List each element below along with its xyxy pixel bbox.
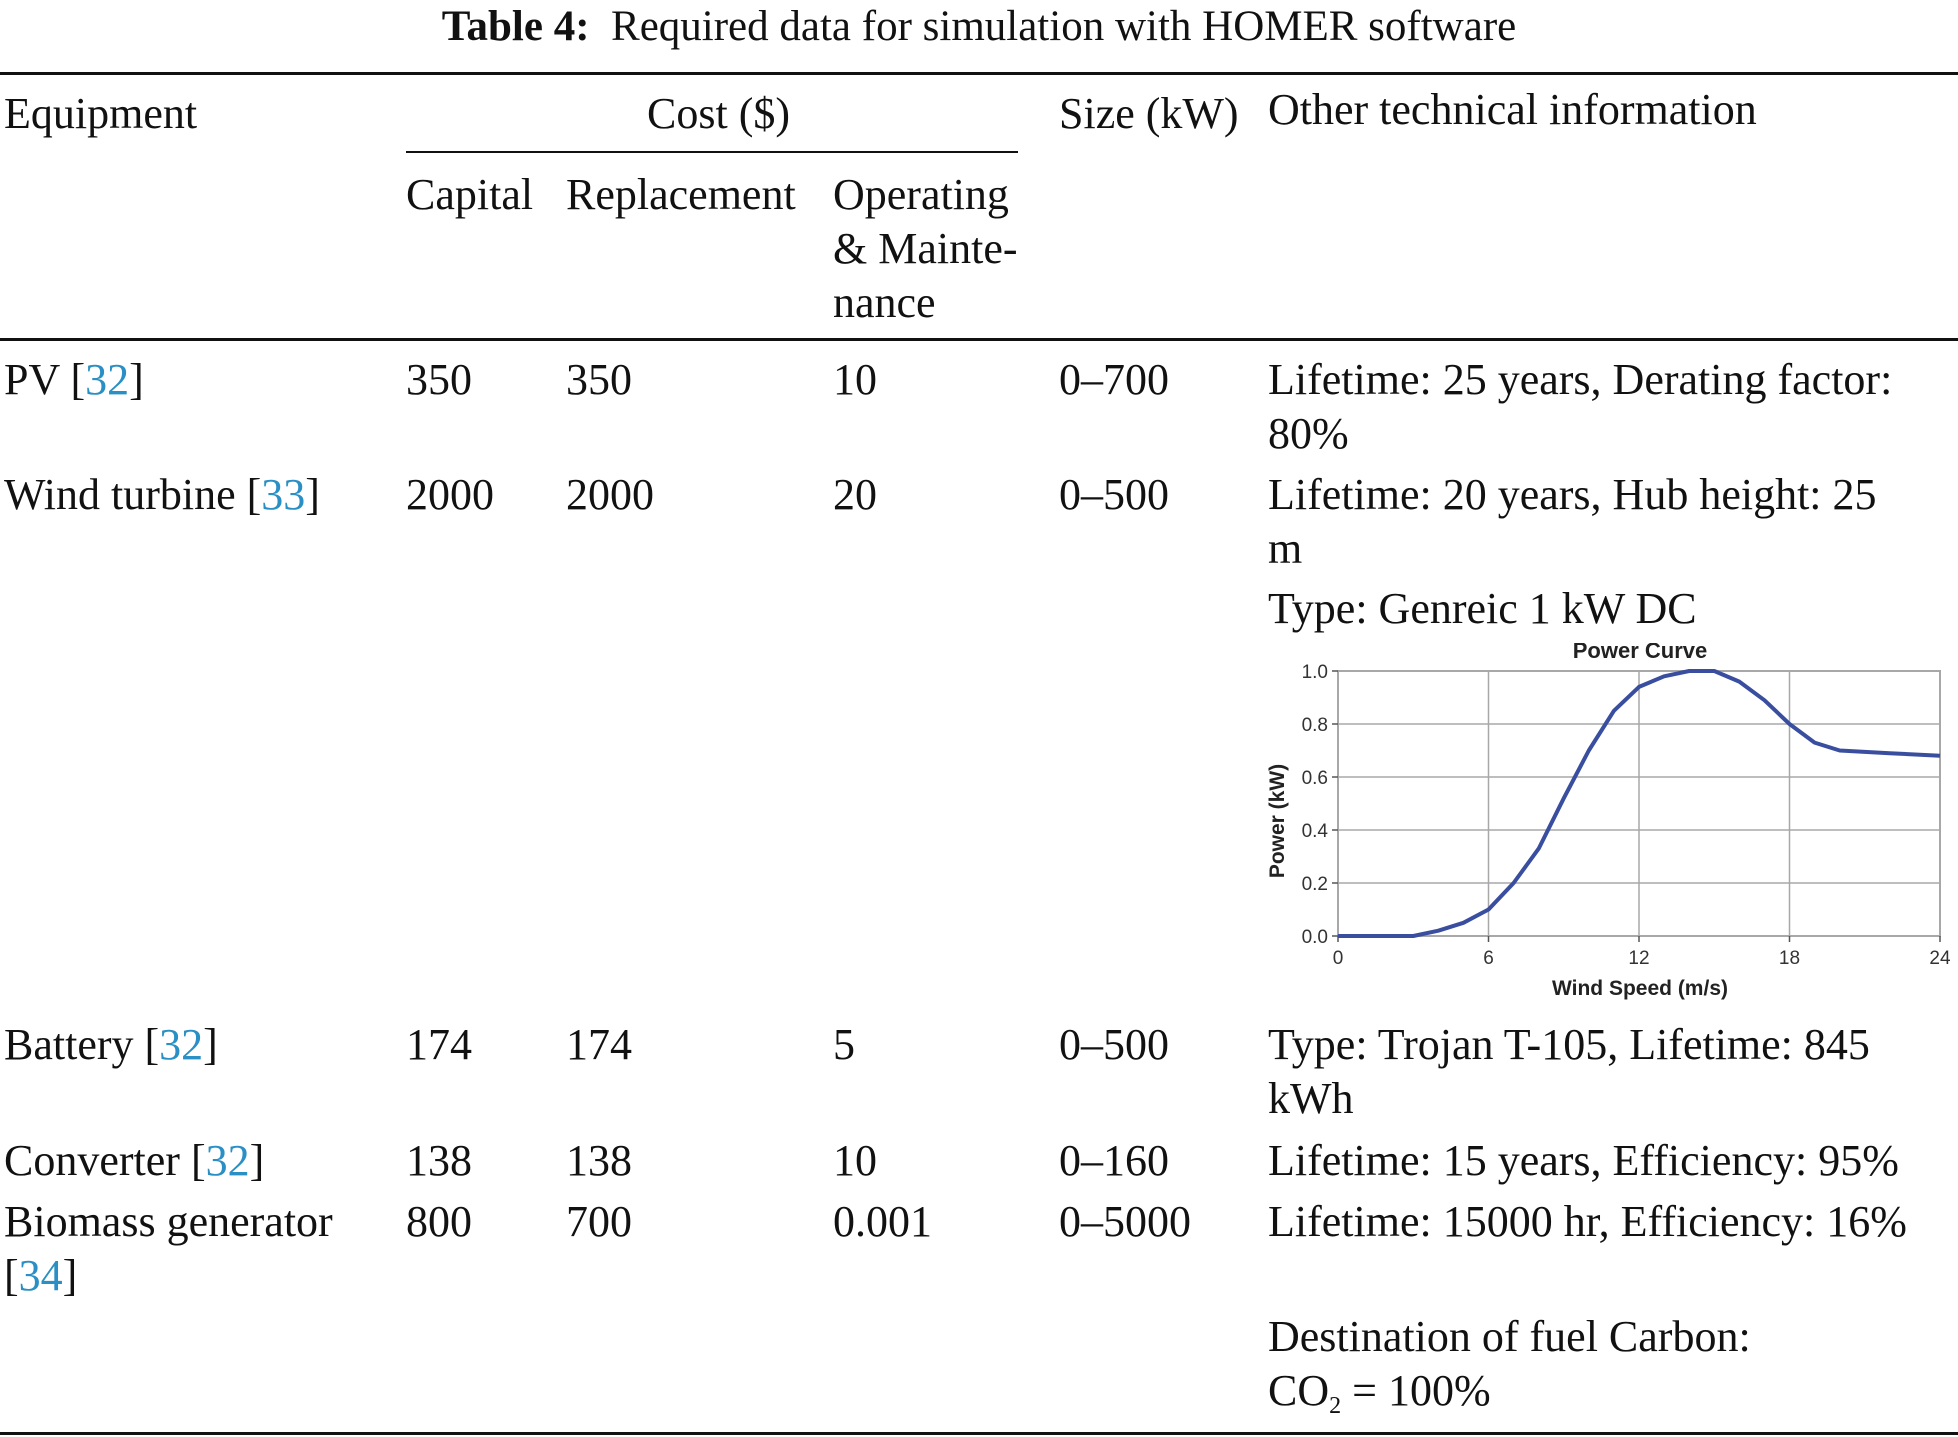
row-wind-size: 0–500 <box>1059 470 1169 519</box>
chart-x-axis-label: Wind Speed (m/s) <box>1552 977 1728 1000</box>
co2-chem: CO <box>1268 1366 1330 1415</box>
chart-tick-label-y: 0.2 <box>1302 874 1328 895</box>
header-operating-line1: Operating <box>833 170 1009 219</box>
chart-title: Power Curve <box>1573 643 1708 663</box>
row-battery-info-2: kWh <box>1268 1074 1354 1123</box>
chart-tick-label-y: 1.0 <box>1302 662 1328 683</box>
citation-link[interactable]: 34 <box>18 1251 63 1300</box>
row-wind-om: 20 <box>833 470 877 519</box>
chart-tick-label-y: 0.0 <box>1302 927 1328 948</box>
row-pv-info-2: 80% <box>1268 409 1349 458</box>
co2-subscript: 2 <box>1329 1393 1342 1419</box>
row-biomass-replacement: 700 <box>566 1197 632 1246</box>
header-rule <box>0 338 1958 341</box>
header-other: Other technical information <box>1268 85 1757 134</box>
top-rule <box>0 72 1958 75</box>
row-wind-info-2: m <box>1268 524 1303 573</box>
row-battery-info-1: Type: Trojan T-105, Lifetime: 845 <box>1268 1020 1870 1069</box>
row-biomass-info-2: Destination of fuel Carbon: <box>1268 1312 1751 1361</box>
equipment-name: Wind turbine <box>4 470 236 519</box>
equipment-name: Battery <box>4 1020 134 1069</box>
row-battery-capital: 174 <box>406 1020 472 1069</box>
chart-tick-label-y: 0.4 <box>1302 821 1329 842</box>
header-capital: Capital <box>406 170 534 219</box>
row-wind-info-1: Lifetime: 20 years, Hub height: 25 <box>1268 470 1877 519</box>
chart-tick-label-x: 6 <box>1483 948 1494 969</box>
row-pv-size: 0–700 <box>1059 355 1169 404</box>
caption-label: Table 4: <box>441 3 590 50</box>
row-biomass-capital: 800 <box>406 1197 472 1246</box>
chart-tick-label-x: 12 <box>1628 948 1649 969</box>
row-pv-info-1: Lifetime: 25 years, Derating factor: <box>1268 355 1893 404</box>
table-caption: Table 4: Required data for simulation wi… <box>0 2 1958 51</box>
row-biomass-equipment: Biomass generator <box>4 1197 333 1246</box>
row-converter-size: 0–160 <box>1059 1136 1169 1185</box>
cost-subrule <box>406 151 1018 153</box>
row-biomass-info-3: CO2 = 100% <box>1268 1363 1491 1434</box>
row-converter-equipment: Converter [32] <box>4 1136 265 1185</box>
chart-tick-label-x: 0 <box>1333 948 1344 969</box>
header-cost: Cost ($) <box>647 89 790 138</box>
row-wind-capital: 2000 <box>406 470 494 519</box>
row-converter-om: 10 <box>833 1136 877 1185</box>
caption-text: Required data for simulation with HOMER … <box>611 3 1517 50</box>
citation-link[interactable]: 33 <box>261 470 306 519</box>
header-replacement: Replacement <box>566 170 796 219</box>
row-battery-equipment: Battery [32] <box>4 1020 218 1069</box>
row-converter-replacement: 138 <box>566 1136 632 1185</box>
header-size: Size (kW) <box>1059 89 1239 138</box>
header-operating-line3: nance <box>833 278 936 327</box>
equipment-name: PV <box>4 355 60 404</box>
row-biomass-om: 0.001 <box>833 1197 932 1246</box>
header-operating-line2: & Mainte- <box>833 224 1018 273</box>
citation-link[interactable]: 32 <box>205 1136 250 1185</box>
row-biomass-info-1: Lifetime: 15000 hr, Efficiency: 16% <box>1268 1197 1907 1246</box>
chart-tick-label-x: 24 <box>1929 948 1951 969</box>
row-converter-info-1: Lifetime: 15 years, Efficiency: 95% <box>1268 1136 1899 1185</box>
row-wind-replacement: 2000 <box>566 470 654 519</box>
row-converter-capital: 138 <box>406 1136 472 1185</box>
chart-tick-label-y: 0.8 <box>1302 715 1328 736</box>
co2-value: = 100% <box>1341 1366 1491 1415</box>
row-battery-size: 0–500 <box>1059 1020 1169 1069</box>
power-curve-chart: Power Curve Wind Speed (m/s) Power (kW) … <box>1266 643 1951 1000</box>
chart-series-line <box>1338 669 1941 938</box>
row-battery-replacement: 174 <box>566 1020 632 1069</box>
row-battery-om: 5 <box>833 1020 855 1069</box>
row-pv-replacement: 350 <box>566 355 632 404</box>
row-pv-equipment: PV [32] <box>4 355 144 404</box>
header-equipment: Equipment <box>4 89 198 138</box>
row-pv-om: 10 <box>833 355 877 404</box>
citation-link[interactable]: 32 <box>159 1020 204 1069</box>
equipment-name: Converter <box>4 1136 180 1185</box>
row-wind-equipment: Wind turbine [33] <box>4 470 320 519</box>
chart-y-axis-label: Power (kW) <box>1266 764 1289 878</box>
row-wind-info-3: Type: Genreic 1 kW DC <box>1268 584 1697 633</box>
chart-tick-label-x: 18 <box>1779 948 1800 969</box>
row-biomass-size: 0–5000 <box>1059 1197 1191 1246</box>
chart-tick-label-y: 0.6 <box>1302 768 1328 789</box>
row-biomass-ref: [34] <box>4 1251 78 1300</box>
row-pv-capital: 350 <box>406 355 472 404</box>
bottom-rule <box>0 1432 1958 1435</box>
citation-link[interactable]: 32 <box>85 355 130 404</box>
